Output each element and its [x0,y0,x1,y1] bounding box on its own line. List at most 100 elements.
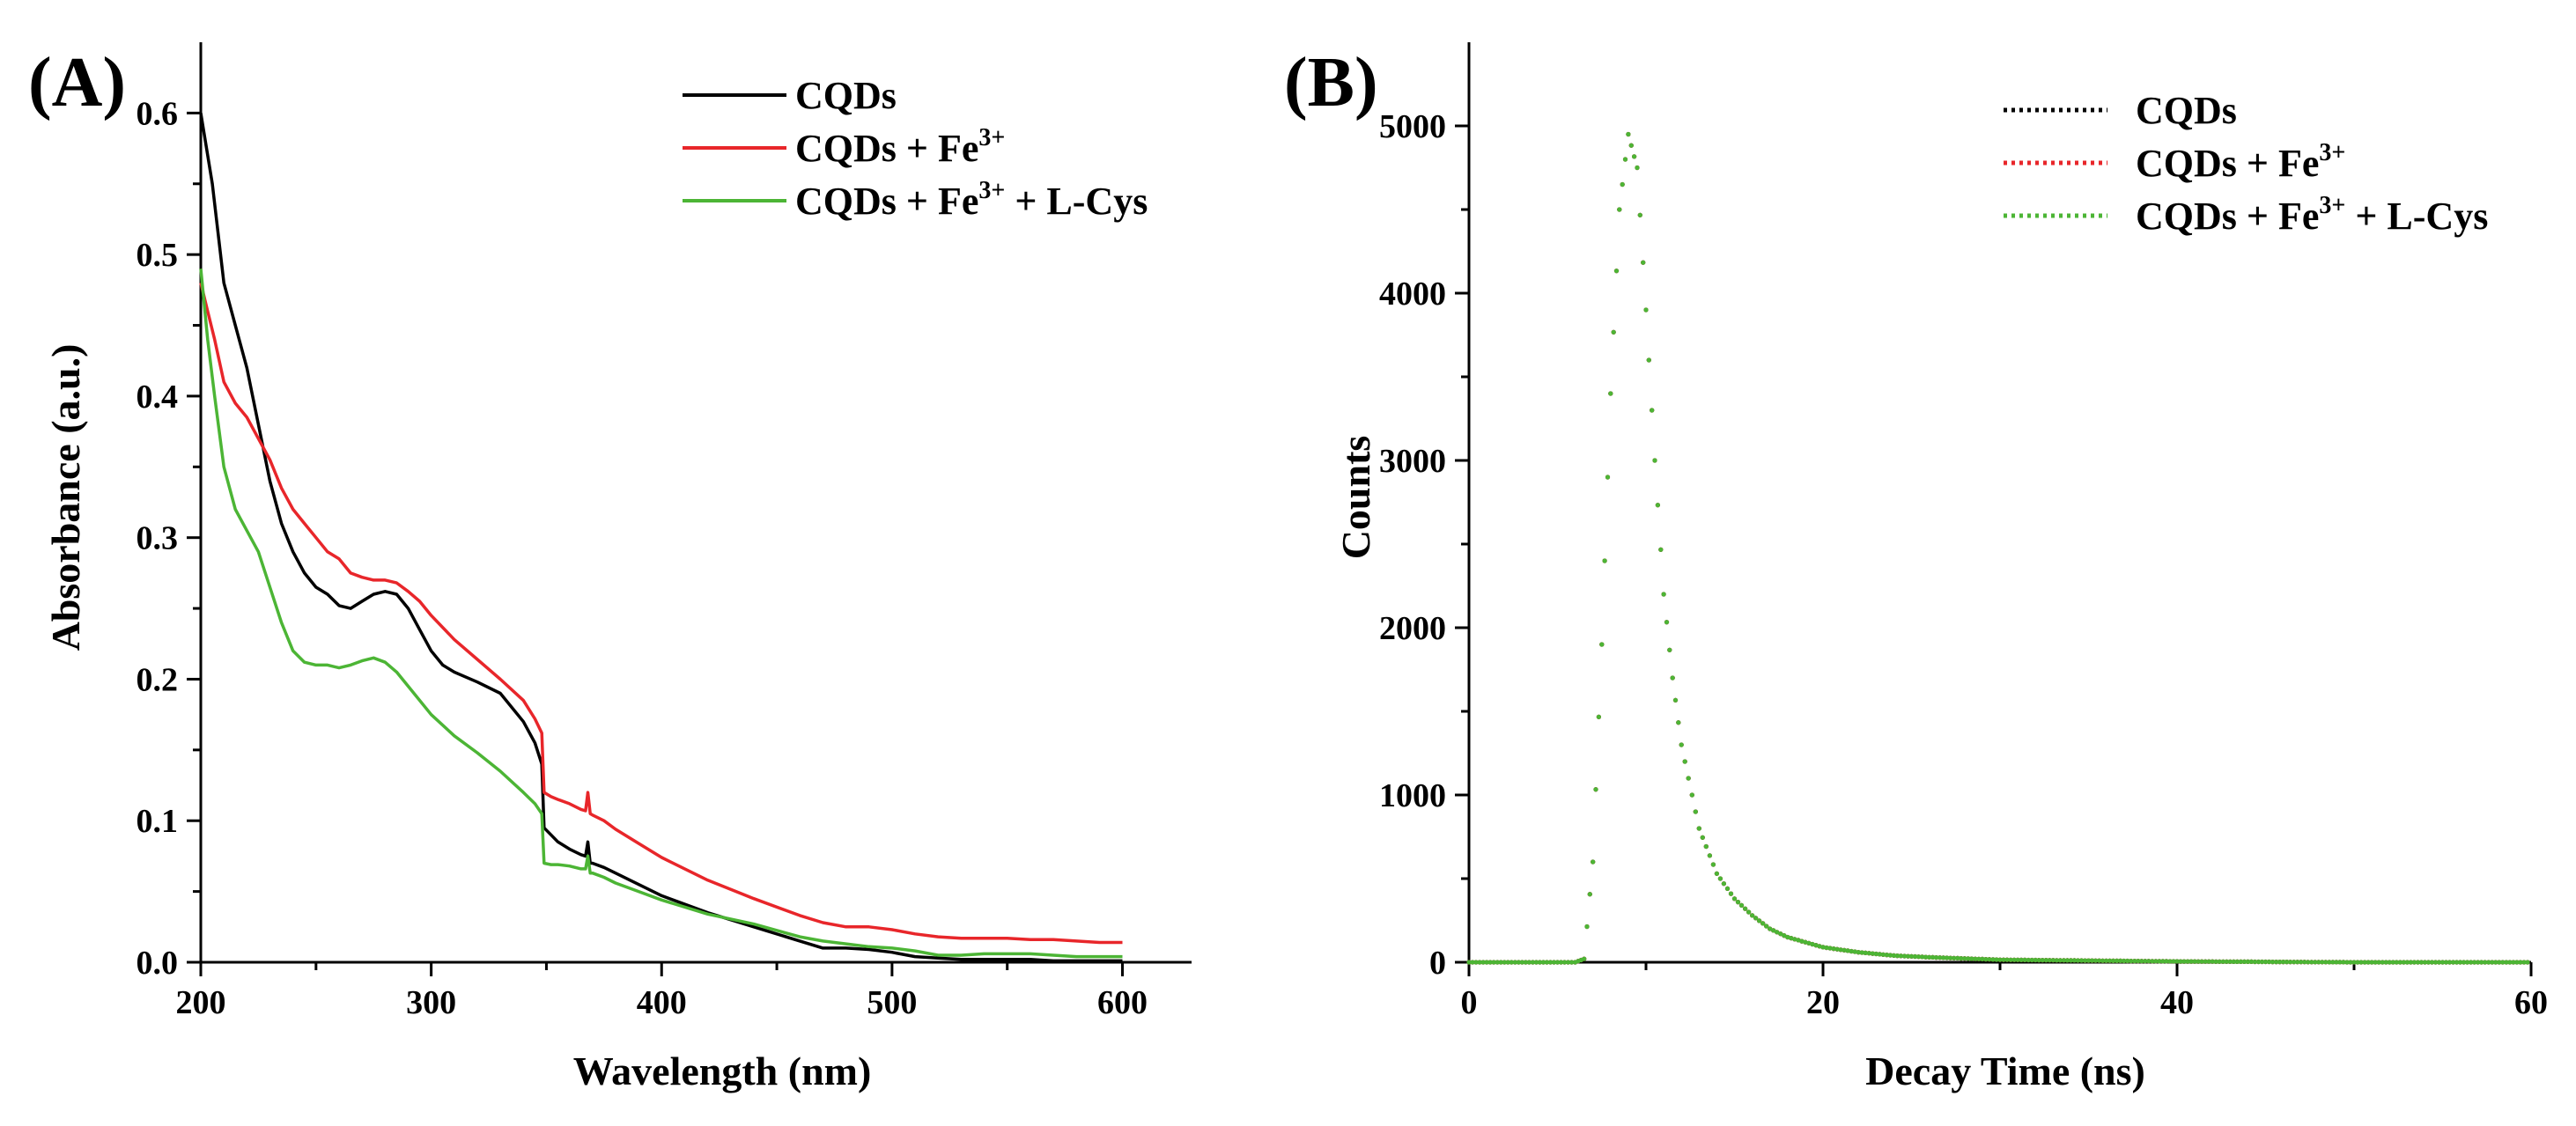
panel-b-series-2-dot [2313,960,2318,965]
panel-b-series-2-dot [2011,957,2017,962]
panel-b-series-2-dot [2390,960,2395,965]
panel-b-series-2-dot [1768,926,1773,931]
panel-a-y-tick-label: 0.2 [137,661,179,698]
panel-b-x-tick-label: 60 [2514,984,2548,1021]
panel-b-series-2-dot [2500,960,2506,965]
panel-b-series-2-dot [1778,931,1783,937]
panel-b-series-2-dot [2341,960,2346,965]
panel-b-y-tick-label: 1000 [1379,777,1446,814]
panel-b-series-2-dot [1901,953,1908,959]
panel-b-series-2-dot [2483,960,2488,965]
panel-b-series-2-dot [2277,960,2283,965]
panel-b-series-2-dot [2167,959,2173,964]
panel-b-series-2-dot [2054,958,2059,963]
panel-b-series-2-dot [1810,941,1815,947]
panel-b-series-2-dot [2252,959,2257,965]
panel-a-x-axis-title: Wavelength (nm) [573,1049,872,1093]
panel-b-series-2-dot [1587,892,1592,897]
panel-b-series-2-dot [1608,391,1613,396]
panel-b-series-2-dot [2078,958,2085,963]
panel-b-series-2-dot [2418,960,2424,965]
panel-b-series-2-dot [1738,902,1745,908]
panel-b-series-2-dot [2411,960,2417,965]
panel-b-tick-labels: 0 20 40 60 0 1000 2000 3000 4000 5000 [1379,108,2548,1021]
panel-b-axes [1455,42,2533,976]
panel-b-series-2-dot [1743,906,1748,911]
panel-b-series-2-dot [1973,956,1978,961]
panel-b-series-2-dot [2097,958,2102,963]
panel-b-series-2-dot [1955,955,1960,960]
panel-b-series-2-dot [1994,957,1999,962]
panel-b-series-2-dot [1952,955,1957,960]
panel-b-series-2-dot [2064,958,2070,963]
panel-b-y-tick-label: 4000 [1379,276,1446,313]
panel-b-series-2-dot [2306,960,2311,965]
panel-b-series-2-dot [2497,960,2502,965]
panel-b-series-2-dot [1505,960,1510,965]
panel-b-series-2-dot [2104,958,2109,963]
panel-b-series-2-dot [2068,958,2073,963]
panel-b-series-2-dot [1927,954,1932,960]
panel-b-series-2-dot [1962,956,1967,961]
panel-b-series-2-dot [1941,955,1946,960]
panel-a-y-tick-label: 0.0 [137,945,179,982]
panel-b-series-2-dot [1894,953,1900,959]
panel-b-series-2-dot [2019,957,2024,962]
panel-b-series-2-dot [2171,959,2176,964]
panel-b-series-2-dot [2397,960,2403,965]
panel-b-series-2-dot [2320,960,2325,965]
panel-b-series-2-dot [2029,957,2034,963]
panel-b-series-2-dot [2507,960,2513,965]
panel-b-series-2-dot [1491,960,1496,965]
panel-b-legend-label-1: CQDs + Fe3+ [2136,139,2345,185]
panel-a-axes [187,42,1192,976]
panel-b-series-2-dot [2358,960,2364,965]
panel-b-series-2-dot [1714,871,1719,876]
panel-b-series-2-dot [2337,960,2343,965]
panel-b-series-2-dot [1813,943,1819,948]
panel-b-series-2-dot [2486,960,2491,965]
panel-b-series-2-dot [1976,956,1982,961]
panel-b-series-2-dot [2174,959,2180,964]
panel-a-x-tick-label: 200 [176,984,226,1021]
panel-b-series-2-dot [1561,960,1568,965]
panel-b-series-2-dot [1679,742,1684,747]
panel-b-series-2-dot [2404,960,2410,965]
panel-b-series-2-dot [1934,955,1939,960]
panel-b-series-2-dot [2436,960,2442,965]
panel-b-series-2-dot [1596,714,1601,719]
panel-b-series-2-dot [2518,960,2523,965]
panel-b-series-2-dot [1842,947,1847,953]
panel-a-letter: (A) [28,44,126,121]
panel-b-series-2-dot [1863,950,1868,955]
panel-b-series-2-dot [1824,945,1829,951]
panel-a-x-tick-label: 300 [406,984,456,1021]
panel-a-y-tick-label: 0.1 [137,803,179,840]
panel-b-series-2-dot [1509,960,1514,965]
panel-b-series-2-dot [1569,960,1575,965]
panel-b-series-2-dot [1558,960,1564,965]
panel-b-series-2-dot [1628,143,1634,148]
panel-b-series-2-dot [2153,959,2159,964]
panel-b-series-2-dot [1731,896,1738,902]
panel-b-series-2-dot [2234,959,2240,964]
panel-b-series-2-dot [1948,955,1953,960]
panel-b-series-1-dots [1466,131,2530,965]
panel-a-series [199,113,1123,963]
panel-b-series-2-dot [2181,959,2187,964]
panel-b-series-2-dot [2344,960,2350,965]
panel-b-series-2-dot [2217,959,2222,964]
panel-a-series-2-line [199,269,1123,959]
panel-b-series-2-dot [2139,959,2144,964]
panel-b-series-2-dot [1920,954,1925,960]
panel-b-series-2-dot [1693,809,1698,814]
panel-b-series-2-dot [2270,960,2276,965]
panel-b-series-2-dot [2422,960,2427,965]
panel-b-series-2-dot [2439,960,2446,965]
panel-b-series-2-dot [2288,960,2293,965]
panel-b-series-2-dot [2050,958,2056,963]
panel-b-series-2-dot [2479,960,2484,965]
panel-b-series-2-dot [2008,957,2013,962]
panel-b-series-2-dot [1700,835,1705,840]
